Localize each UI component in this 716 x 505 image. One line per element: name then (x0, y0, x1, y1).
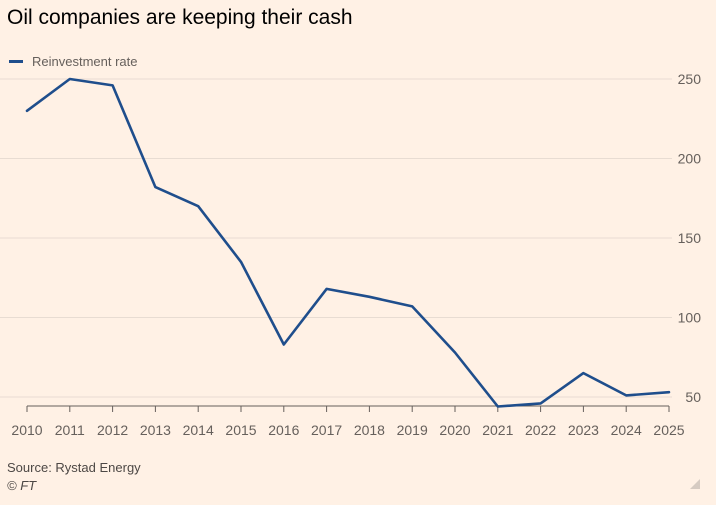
x-tick-label-2022: 2022 (525, 422, 556, 438)
series-layer (25, 77, 671, 408)
x-tick-label-2014: 2014 (183, 422, 214, 438)
y-tick-label-250: 250 (678, 71, 702, 87)
y-tick-label-200: 200 (678, 151, 702, 167)
legend: Reinvestment rate (9, 54, 138, 69)
credit-note: © FT (7, 478, 37, 493)
x-tick-label-2010: 2010 (11, 422, 42, 438)
x-tick-label-2020: 2020 (439, 422, 470, 438)
legend-label: Reinvestment rate (32, 54, 138, 69)
x-tick-label-2015: 2015 (225, 422, 256, 438)
legend-swatch (9, 60, 23, 63)
x-tick-label-2017: 2017 (311, 422, 342, 438)
series-line-0 (25, 77, 671, 408)
y-tick-label-50: 50 (685, 389, 701, 405)
x-tick-label-2016: 2016 (268, 422, 299, 438)
x-tick-label-2021: 2021 (482, 422, 513, 438)
x-tick-label-2012: 2012 (97, 422, 128, 438)
x-tick-label-2011: 2011 (55, 422, 85, 438)
x-axis: 2010 2011 2012 2013 2014 2015 2016 2017 2018 2019… (11, 405, 685, 438)
gridlines (0, 78, 672, 398)
y-tick-label-100: 100 (678, 310, 702, 326)
x-tick-label-2013: 2013 (140, 422, 171, 438)
source-note: Source: Rystad Energy (7, 460, 141, 475)
x-tick-label-2024: 2024 (611, 422, 642, 438)
y-tick-label-150: 150 (678, 230, 702, 246)
resize-corner-icon[interactable] (690, 479, 700, 489)
x-tick-label-2025: 2025 (653, 422, 684, 438)
y-axis: 50 100 150 200 250 (678, 71, 702, 405)
x-tick-label-2018: 2018 (354, 422, 385, 438)
chart-title: Oil companies are keeping their cash (7, 6, 353, 29)
x-tick-label-2023: 2023 (568, 422, 599, 438)
x-tick-label-2019: 2019 (397, 422, 428, 438)
